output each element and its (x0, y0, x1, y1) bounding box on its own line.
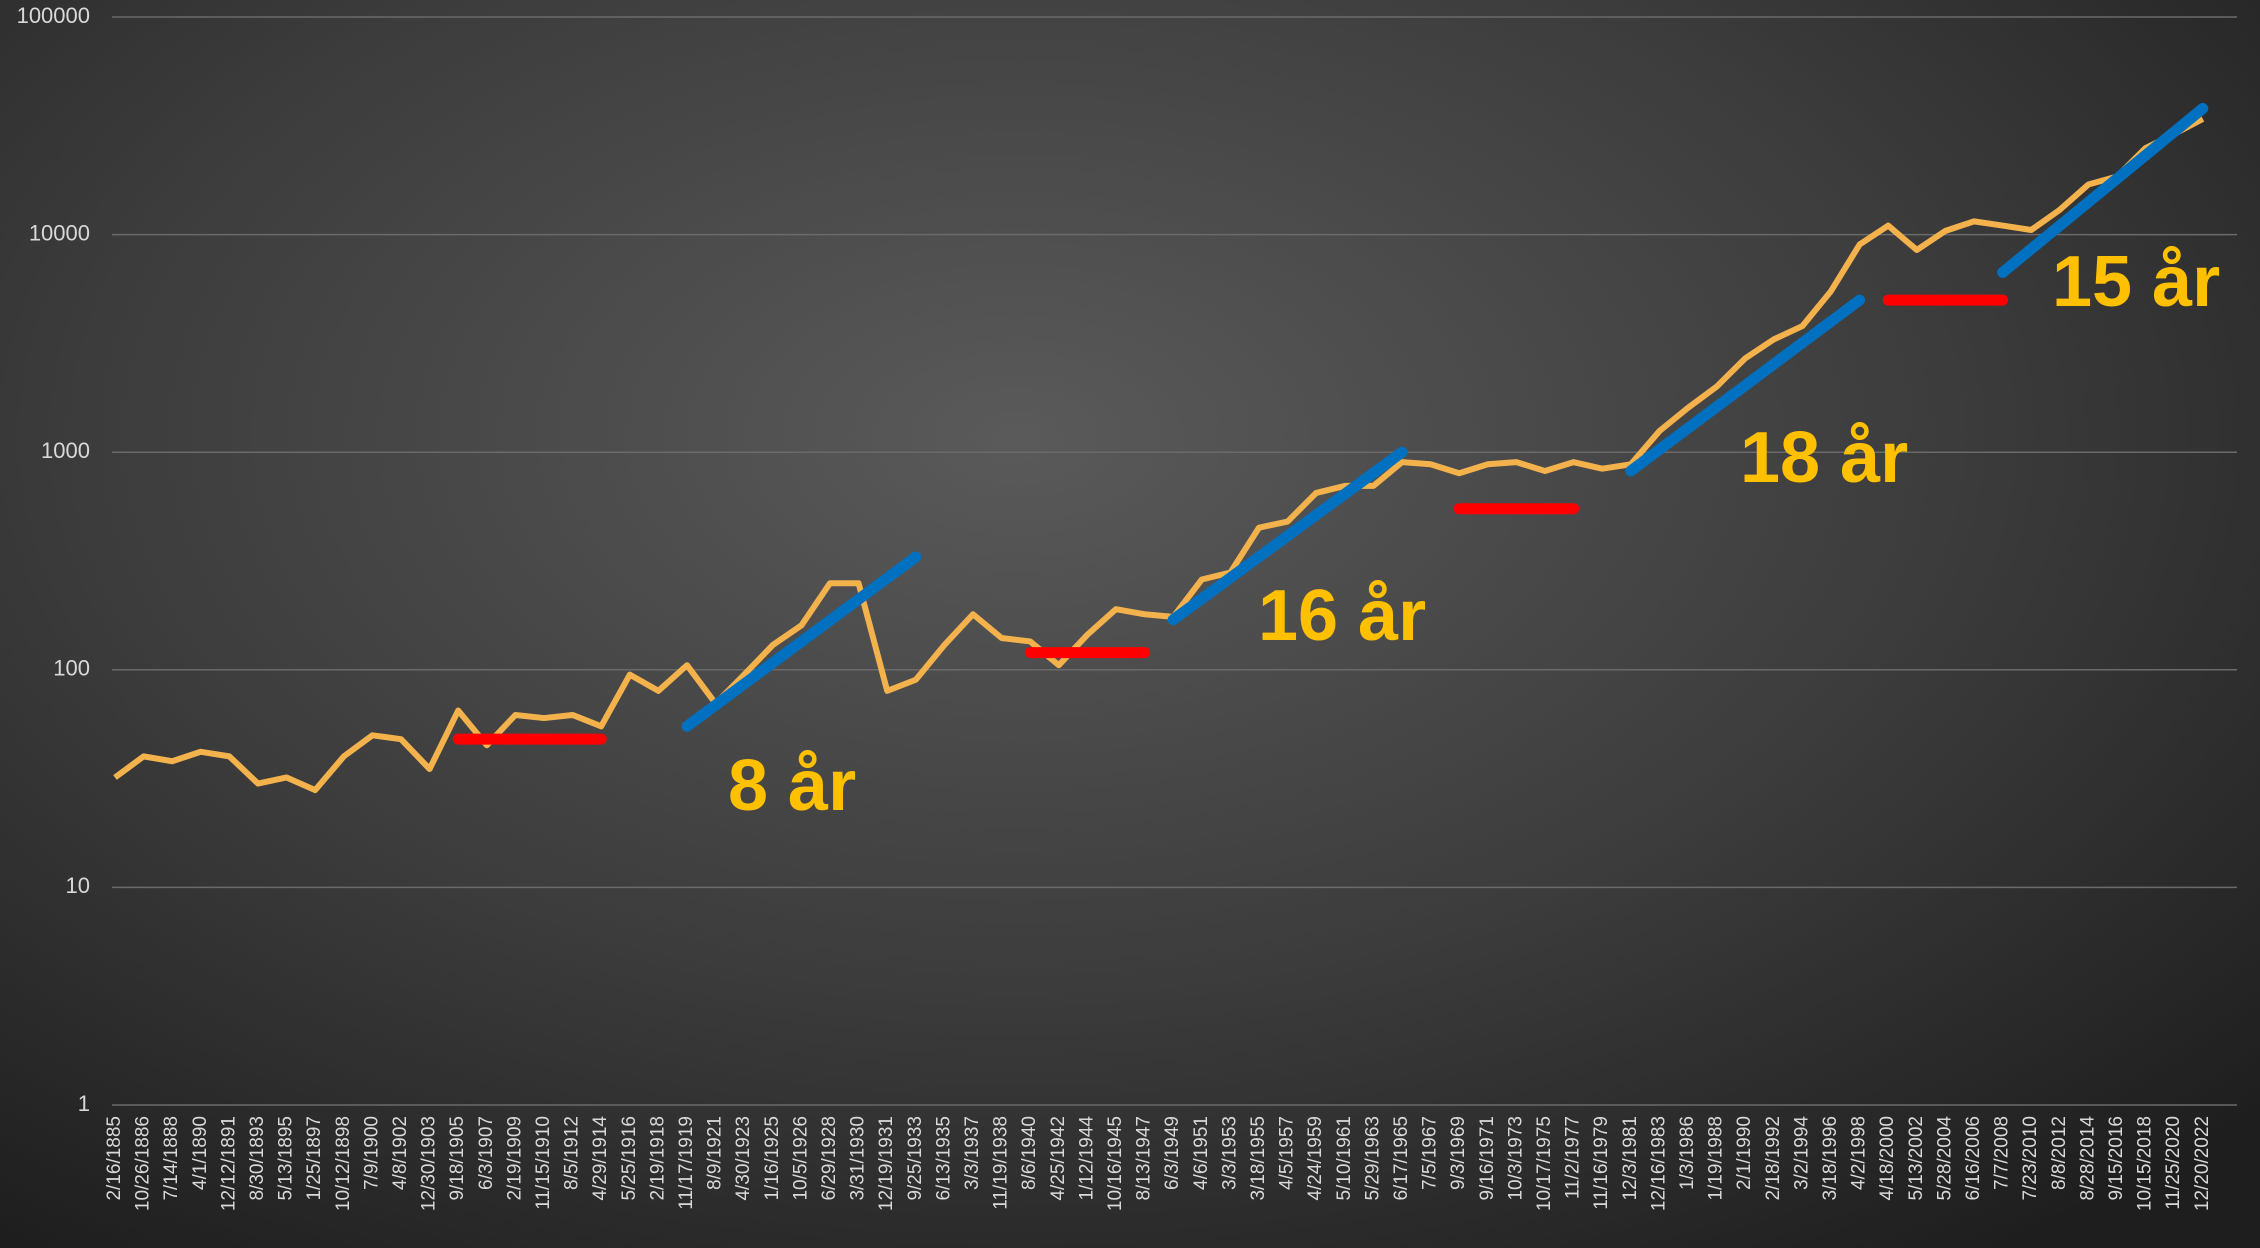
x-tick-label: 4/24/1959 (1305, 1116, 1326, 1201)
x-tick-label: 4/1/1890 (190, 1116, 211, 1190)
x-tick-label: 11/25/2020 (2163, 1116, 2184, 1210)
x-tick-label: 1/16/1925 (762, 1116, 783, 1201)
annotation: 8 år (728, 746, 856, 826)
x-tick-label: 4/5/1957 (1277, 1116, 1298, 1190)
x-tick-label: 6/3/1907 (476, 1116, 497, 1190)
x-tick-label: 12/30/1903 (419, 1116, 440, 1211)
y-tick-label: 10 (66, 873, 90, 898)
y-tick-label: 100 (53, 656, 90, 681)
x-tick-label: 9/3/1969 (1448, 1116, 1469, 1190)
x-tick-label: 3/2/1994 (1791, 1116, 1812, 1190)
x-tick-label: 5/25/1916 (619, 1116, 640, 1201)
x-tick-label: 3/3/1953 (1219, 1116, 1240, 1190)
x-tick-label: 2/18/1992 (1763, 1116, 1784, 1201)
x-tick-label: 2/19/1909 (504, 1116, 525, 1201)
x-tick-label: 12/3/1981 (1620, 1116, 1641, 1201)
x-tick-label: 4/30/1923 (733, 1116, 754, 1201)
x-tick-label: 11/16/1979 (1591, 1116, 1612, 1210)
x-tick-label: 8/13/1947 (1134, 1116, 1155, 1201)
x-tick-label: 6/29/1928 (819, 1116, 840, 1201)
x-tick-label: 5/10/1961 (1334, 1116, 1355, 1201)
x-tick-label: 5/13/2002 (1906, 1116, 1927, 1201)
trend-line (1167, 446, 1408, 626)
x-tick-label: 11/17/1919 (676, 1116, 697, 1210)
x-tick-label: 10/12/1898 (333, 1116, 354, 1211)
x-tick-label: 1/12/1944 (1076, 1116, 1097, 1201)
price-line (113, 116, 2205, 794)
annotation: 18 år (1740, 418, 1908, 498)
x-tick-label: 10/26/1886 (133, 1116, 154, 1211)
x-tick-label: 7/14/1888 (161, 1116, 182, 1201)
x-tick-label: 8/9/1921 (705, 1116, 726, 1190)
x-tick-label: 5/13/1895 (276, 1116, 297, 1201)
trend-line (1625, 294, 1866, 477)
x-tick-label: 9/15/2016 (2106, 1116, 2127, 1201)
x-tick-label: 10/5/1926 (790, 1116, 811, 1201)
y-tick-label: 10000 (29, 220, 90, 245)
x-tick-label: 7/9/1900 (361, 1116, 382, 1190)
x-tick-label: 5/28/2004 (1934, 1116, 1955, 1201)
y-tick-label: 1000 (41, 438, 90, 463)
x-tick-label: 11/19/1938 (991, 1116, 1012, 1210)
x-tick-label: 6/17/1965 (1391, 1116, 1412, 1201)
annotation: 15 år (2052, 242, 2220, 322)
x-tick-label: 6/3/1949 (1162, 1116, 1183, 1190)
x-tick-label: 8/6/1940 (1019, 1116, 1040, 1190)
x-tick-label: 10/15/2018 (2135, 1116, 2156, 1211)
x-tick-label: 7/23/2010 (2020, 1116, 2041, 1201)
x-tick-label: 4/18/2000 (1877, 1116, 1898, 1201)
x-tick-label: 11/15/1910 (533, 1116, 554, 1210)
trend-line (681, 551, 922, 732)
x-tick-label: 3/18/1996 (1820, 1116, 1841, 1201)
trend-line (1997, 102, 2209, 278)
x-tick-label: 1/3/1986 (1677, 1116, 1698, 1190)
x-tick-label: 7/7/2008 (1992, 1116, 2013, 1190)
x-tick-label: 4/6/1951 (1191, 1116, 1212, 1190)
x-tick-label: 12/12/1891 (218, 1116, 239, 1211)
x-tick-label: 10/17/1975 (1534, 1116, 1555, 1211)
x-tick-label: 12/16/1983 (1648, 1116, 1669, 1211)
x-tick-label: 2/16/1885 (104, 1116, 125, 1201)
x-tick-label: 3/31/1930 (848, 1116, 869, 1201)
x-tick-label: 4/29/1914 (590, 1116, 611, 1201)
x-tick-label: 12/19/1931 (876, 1116, 897, 1211)
x-tick-label: 10/16/1945 (1105, 1116, 1126, 1211)
x-tick-label: 9/16/1971 (1477, 1116, 1498, 1201)
x-tick-label: 4/25/1942 (1048, 1116, 1069, 1201)
x-tick-label: 4/8/1902 (390, 1116, 411, 1190)
x-tick-label: 9/25/1933 (905, 1116, 926, 1201)
annotation: 16 år (1258, 576, 1426, 656)
y-tick-label: 1 (78, 1091, 90, 1116)
x-tick-label: 1/19/1988 (1706, 1116, 1727, 1201)
x-tick-label: 1/25/1897 (304, 1116, 325, 1201)
x-tick-label: 2/1/1990 (1734, 1116, 1755, 1190)
plot-area: 1 10 100 1000 10000 100000 2/16/1885 10/26/1886… (17, 3, 2237, 1211)
x-tick-label: 8/5/1912 (562, 1116, 583, 1190)
x-tick-label: 8/30/1893 (247, 1116, 268, 1201)
x-tick-label: 11/2/1977 (1563, 1116, 1584, 1199)
x-tick-label: 6/13/1935 (933, 1116, 954, 1201)
x-tick-label: 9/18/1905 (447, 1116, 468, 1201)
x-tick-label: 4/2/1998 (1849, 1116, 1870, 1190)
x-tick-label: 2/19/1918 (647, 1116, 668, 1201)
y-tick-label: 100000 (17, 3, 90, 28)
x-tick-label: 3/18/1955 (1248, 1116, 1269, 1201)
x-tick-label: 6/16/2006 (1963, 1116, 1984, 1201)
x-tick-label: 8/28/2014 (2077, 1116, 2098, 1201)
x-tick-label: 10/3/1973 (1505, 1116, 1526, 1201)
x-tick-label: 7/5/1967 (1420, 1116, 1441, 1190)
x-tick-label: 3/3/1937 (962, 1116, 983, 1190)
x-tick-label: 5/29/1963 (1362, 1116, 1383, 1201)
x-tick-label: 8/8/2012 (2049, 1116, 2070, 1190)
x-tick-label: 12/20/2022 (2192, 1116, 2213, 1211)
